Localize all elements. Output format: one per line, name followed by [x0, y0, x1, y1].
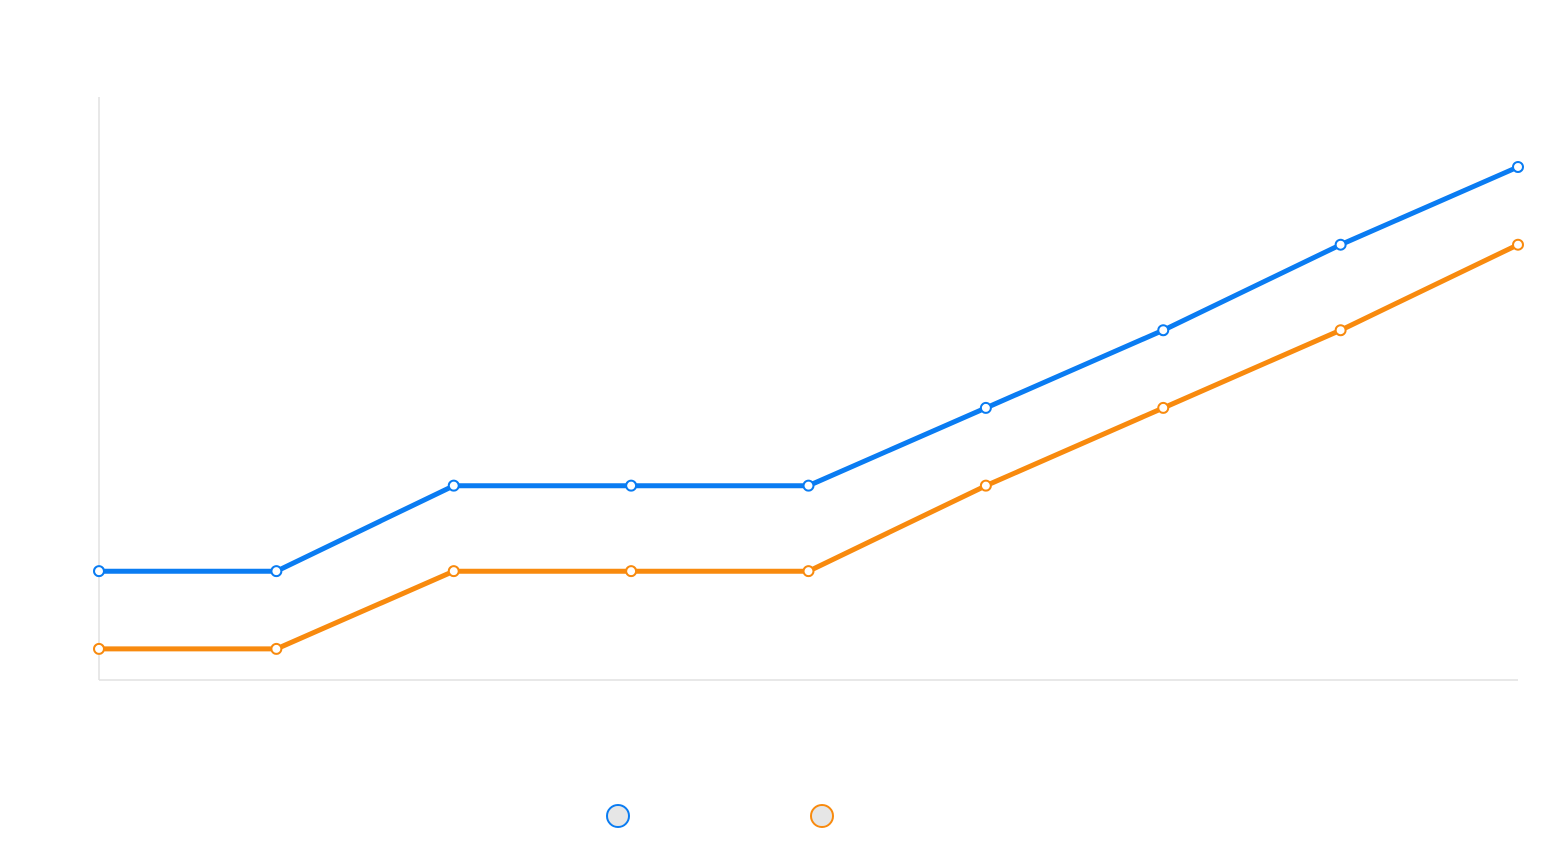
series-2-point[interactable] [1512, 238, 1524, 251]
series-2-point[interactable] [93, 642, 105, 655]
series-1-line [96, 164, 1521, 574]
series-2-point[interactable] [625, 565, 638, 578]
series-2-point[interactable] [1334, 324, 1347, 337]
series-2 [93, 238, 1524, 655]
series-2-line [96, 242, 1521, 652]
legend-item-series-1[interactable] [606, 804, 630, 828]
legend-marker-series-2 [810, 804, 834, 828]
series-2-point[interactable] [802, 565, 815, 578]
series-2-point[interactable] [447, 565, 460, 578]
series-1-point[interactable] [979, 401, 992, 414]
series-1-point[interactable] [1334, 238, 1347, 251]
series-1-point[interactable] [270, 565, 283, 578]
series-1-point[interactable] [625, 479, 638, 492]
legend-item-series-2[interactable] [810, 804, 834, 828]
series-layer [93, 160, 1524, 655]
series-1-point[interactable] [1157, 324, 1170, 337]
series-2-point[interactable] [270, 642, 283, 655]
series-1 [93, 160, 1524, 578]
series-2-point[interactable] [979, 479, 992, 492]
series-1-point[interactable] [1512, 160, 1524, 173]
legend [606, 804, 834, 828]
series-1-point[interactable] [93, 565, 105, 578]
series-1-point[interactable] [447, 479, 460, 492]
series-1-point[interactable] [802, 479, 815, 492]
series-2-point[interactable] [1157, 401, 1170, 414]
legend-marker-series-1 [606, 804, 630, 828]
